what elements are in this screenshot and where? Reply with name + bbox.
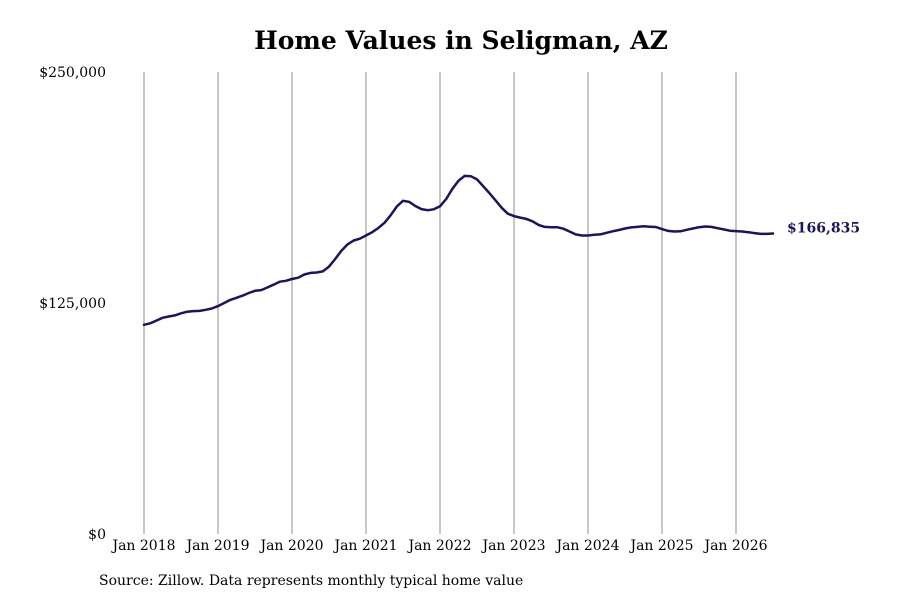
x-tick-label: Jan 2026 bbox=[702, 538, 767, 554]
x-tick-label: Jan 2019 bbox=[184, 538, 249, 554]
chart-title: Home Values in Seligman, AZ bbox=[254, 26, 668, 55]
x-tick-label: Jan 2020 bbox=[258, 538, 323, 554]
source-note: Source: Zillow. Data represents monthly … bbox=[99, 573, 524, 589]
y-tick-label: $125,000 bbox=[39, 296, 106, 312]
y-tick-label: $0 bbox=[88, 527, 106, 543]
series-line bbox=[142, 174, 775, 327]
x-tick-label: Jan 2022 bbox=[406, 538, 471, 554]
x-tick-label: Jan 2023 bbox=[480, 538, 545, 554]
x-tick-label: Jan 2025 bbox=[628, 538, 693, 554]
x-tick-label: Jan 2021 bbox=[332, 538, 397, 554]
x-tick-label: Jan 2018 bbox=[110, 538, 175, 554]
x-tick-label: Jan 2024 bbox=[554, 538, 619, 554]
end-value-label: $166,835 bbox=[787, 221, 860, 237]
y-tick-label: $250,000 bbox=[39, 65, 106, 81]
